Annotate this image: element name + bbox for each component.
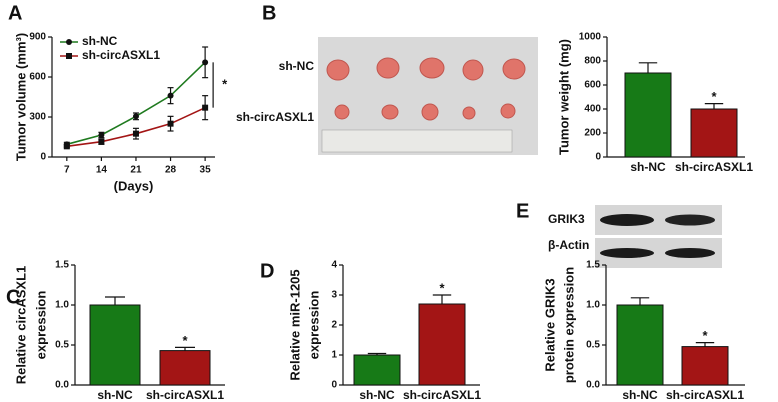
- y-tick-label: 4: [331, 260, 337, 271]
- y-tick-label: 900: [29, 32, 46, 43]
- y-tick-label: 0.5: [55, 340, 69, 351]
- y-axis-label: Relative GRIK3: [542, 278, 557, 371]
- y-tick-label: 0.0: [586, 380, 600, 391]
- panel-letter: B: [262, 2, 276, 24]
- y-tick-label: 1.0: [55, 300, 69, 311]
- panel-letter: C: [6, 286, 20, 308]
- x-tick-label: sh-circASXL1: [675, 160, 753, 174]
- marker: [98, 138, 105, 145]
- y-tick-label: 600: [584, 80, 601, 91]
- legend-marker: [66, 53, 72, 59]
- y-axis-label: Relative circASXL1: [13, 266, 28, 385]
- bar: [159, 350, 211, 386]
- western-blot: [595, 205, 722, 268]
- x-tick-label: sh-NC: [630, 160, 666, 174]
- x-tick-label: sh-NC: [622, 388, 658, 402]
- x-tick-label: sh-NC: [97, 388, 133, 402]
- y-axis-label: expression: [33, 291, 48, 360]
- y-tick-label: 0: [40, 152, 46, 163]
- x-axis-label: (Days): [114, 178, 154, 193]
- x-tick-label: 28: [165, 165, 177, 176]
- y-tick-label: 1.5: [586, 260, 600, 271]
- y-axis-label: protein expression: [561, 267, 576, 383]
- y-axis-label: Relative miR-1205: [287, 269, 302, 380]
- bar: [690, 108, 738, 158]
- bar: [681, 346, 729, 386]
- y-axis-label: Tumor volume (mm³): [13, 33, 28, 161]
- x-tick-label: 35: [200, 165, 212, 176]
- panel-letter: D: [260, 260, 274, 282]
- y-tick-label: 2: [331, 320, 337, 331]
- marker: [167, 120, 174, 127]
- y-tick-label: 0.0: [55, 380, 69, 391]
- y-tick-label: 1: [331, 350, 337, 361]
- image-label: sh-circASXL1: [236, 110, 314, 124]
- x-tick-label: sh-circASXL1: [403, 388, 481, 402]
- x-tick-label: sh-circASXL1: [146, 388, 224, 402]
- bar: [616, 304, 664, 386]
- marker: [63, 143, 70, 150]
- marker: [132, 130, 139, 137]
- legend-label: sh-circASXL1: [82, 48, 160, 62]
- blot-label: GRIK3: [548, 212, 585, 226]
- x-tick-label: 14: [96, 165, 108, 176]
- marker: [132, 113, 139, 120]
- y-tick-label: 3: [331, 290, 337, 301]
- y-tick-label: 1.0: [586, 300, 600, 311]
- y-axis-label: expression: [306, 291, 321, 360]
- marker: [98, 132, 105, 138]
- y-tick-label: 300: [29, 112, 46, 123]
- panel-letter: E: [516, 200, 529, 222]
- bar: [418, 303, 466, 386]
- y-tick-label: 400: [584, 104, 601, 115]
- legend-marker: [66, 39, 72, 45]
- y-tick-label: 1000: [579, 32, 602, 43]
- x-tick-label: sh-circASXL1: [666, 388, 744, 402]
- significance: *: [711, 89, 717, 104]
- x-tick-label: 21: [130, 165, 142, 176]
- marker: [202, 104, 209, 111]
- significance: *: [222, 76, 228, 91]
- y-tick-label: 200: [584, 128, 601, 139]
- y-tick-label: 800: [584, 56, 601, 67]
- y-tick-label: 0: [331, 380, 337, 391]
- bar: [624, 72, 672, 158]
- bar: [353, 354, 401, 386]
- y-axis-label: Tumor weight (mg): [556, 39, 571, 155]
- marker: [167, 92, 174, 99]
- significance: *: [182, 333, 188, 348]
- x-tick-label: 7: [64, 165, 70, 176]
- x-tick-label: sh-NC: [359, 388, 395, 402]
- y-tick-label: 600: [29, 72, 46, 83]
- image-label: sh-NC: [279, 59, 315, 73]
- significance: *: [439, 280, 445, 295]
- panel-letter: A: [8, 2, 22, 24]
- marker: [202, 59, 209, 66]
- y-tick-label: 0.5: [586, 340, 600, 351]
- significance: *: [702, 328, 708, 343]
- y-tick-label: 0: [595, 152, 601, 163]
- tumor-photo: [318, 37, 538, 155]
- blot-label: β-Actin: [548, 238, 589, 252]
- y-tick-label: 1.5: [55, 260, 69, 271]
- bar: [89, 304, 141, 386]
- legend-label: sh-NC: [82, 34, 118, 48]
